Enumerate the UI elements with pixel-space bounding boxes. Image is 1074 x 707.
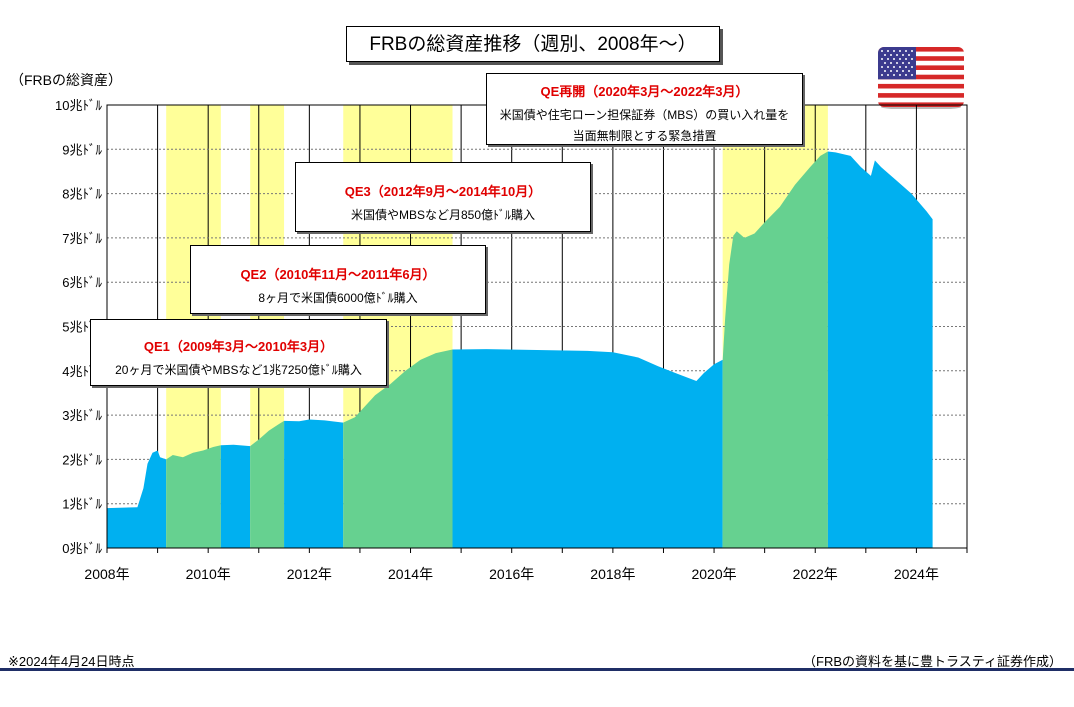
x-tick-labels: 2008年 2010年 2012年 2014年 2016年 2018年 2020年 2022年… xyxy=(84,566,939,582)
annotation-qe3: QE3（2012年9月～2014年10月） 米国債やMBSなど月850億ﾄﾞﾙ購… xyxy=(295,162,591,232)
y-tick-label: 1兆ﾄﾞﾙ xyxy=(62,497,102,512)
footnote: ※2024年4月24日時点 xyxy=(8,654,135,669)
area-segment-qe xyxy=(250,420,285,548)
annotation-qe-restart-line-2: 当面無制限とする緊急措置 xyxy=(572,129,717,143)
y-tick-label: 2兆ﾄﾞﾙ xyxy=(62,452,102,467)
area-segment-normal xyxy=(107,450,167,548)
y-tick-label: 6兆ﾄﾞﾙ xyxy=(62,275,102,290)
annotation-qe-restart-line-1: 米国債や住宅ローン担保証券（MBS）の買い入れ量を xyxy=(499,108,790,122)
area-segment-normal xyxy=(220,444,251,548)
x-tick-label: 2022年 xyxy=(793,566,838,582)
y-tick-label: 0兆ﾄﾞﾙ xyxy=(62,541,102,556)
x-tick-label: 2012年 xyxy=(287,566,332,582)
area-segment-normal xyxy=(284,419,344,548)
x-tick-label: 2014年 xyxy=(388,566,433,582)
area-segment-normal xyxy=(452,349,723,548)
area-segment-qe xyxy=(343,349,453,548)
x-tick-label: 2018年 xyxy=(590,566,635,582)
x-tick-label: 2010年 xyxy=(186,566,231,582)
area-segment-qe xyxy=(722,151,828,548)
annotation-qe2-line: 8ヶ月で米国債6000億ﾄﾞﾙ購入 xyxy=(258,291,418,305)
area-segment-normal xyxy=(827,151,933,548)
y-tick-label: 8兆ﾄﾞﾙ xyxy=(62,187,102,202)
source-note: （FRBの資料を基に豊トラスティ証券作成） xyxy=(803,654,1062,669)
annotation-qe-restart: QE再開（2020年3月～2022年3月） 米国債や住宅ローン担保証券（MBS）… xyxy=(486,73,803,145)
annotation-qe-restart-title: QE再開（2020年3月～2022年3月） xyxy=(540,84,749,99)
y-tick-label: 9兆ﾄﾞﾙ xyxy=(62,142,102,157)
x-tick-label: 2016年 xyxy=(489,566,534,582)
y-tick-label: 3兆ﾄﾞﾙ xyxy=(62,408,102,423)
bottom-divider xyxy=(0,668,1074,671)
annotation-qe3-title: QE3（2012年9月～2014年10月） xyxy=(344,184,542,199)
y-tick-label: 10兆ﾄﾞﾙ xyxy=(55,98,102,113)
annotation-qe1-title: QE1（2009年3月～2010年3月） xyxy=(143,339,334,354)
annotation-qe2-title: QE2（2010年11月～2011年6月） xyxy=(240,267,436,282)
y-axis-unit-label: （FRBの総資産） xyxy=(10,72,122,88)
annotation-qe1: QE1（2009年3月～2010年3月） 20ヶ月で米国債やMBSなど1兆725… xyxy=(90,319,387,386)
y-tick-label: 7兆ﾄﾞﾙ xyxy=(62,231,102,246)
annotation-qe1-line: 20ヶ月で米国債やMBSなど1兆7250億ﾄﾞﾙ購入 xyxy=(115,363,362,377)
annotation-qe3-line: 米国債やMBSなど月850億ﾄﾞﾙ購入 xyxy=(350,208,536,222)
area-segment-qe xyxy=(166,445,221,548)
asset-area xyxy=(107,151,933,548)
y-tick-labels: 0兆ﾄﾞﾙ1兆ﾄﾞﾙ2兆ﾄﾞﾙ3兆ﾄﾞﾙ4兆ﾄﾞﾙ5兆ﾄﾞﾙ6兆ﾄﾞﾙ7兆ﾄﾞﾙ… xyxy=(55,98,102,556)
x-tick-label: 2020年 xyxy=(691,566,736,582)
x-tick-label: 2008年 xyxy=(84,566,129,582)
chart-title: FRBの総資産推移（週別、2008年～） xyxy=(346,26,720,62)
x-tick-label: 2024年 xyxy=(894,566,939,582)
us-flag-icon xyxy=(878,47,964,109)
annotation-qe2: QE2（2010年11月～2011年6月） 8ヶ月で米国債6000億ﾄﾞﾙ購入 xyxy=(190,245,486,314)
